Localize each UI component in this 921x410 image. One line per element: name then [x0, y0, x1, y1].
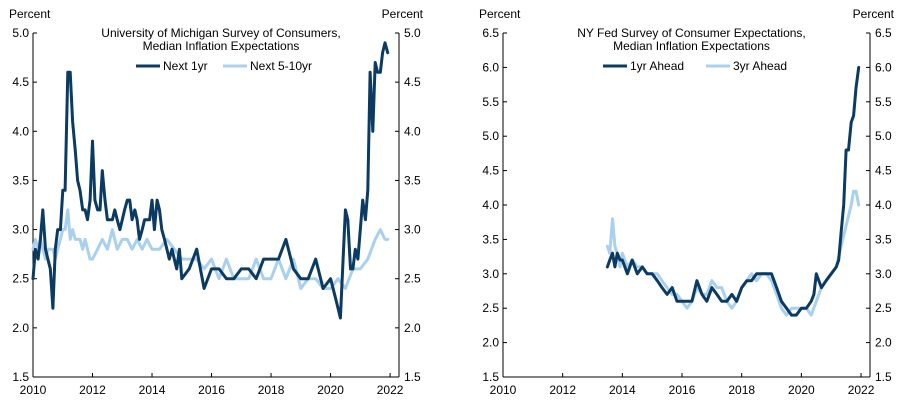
- y-tick-label-right: 4.0: [404, 124, 421, 138]
- y-unit-label-left: Percent: [9, 7, 51, 21]
- chart-title-line: Median Inflation Expectations: [613, 39, 770, 53]
- y-tick-label-left: 2.0: [12, 321, 29, 335]
- x-tick-label: 2022: [848, 383, 875, 397]
- x-tick-label: 2010: [20, 383, 47, 397]
- y-tick-label-right: 6.5: [875, 26, 892, 40]
- y-tick-label-right: 4.5: [875, 164, 892, 178]
- y-tick-label-right: 1.5: [404, 370, 421, 384]
- y-unit-label-left: Percent: [479, 7, 521, 21]
- y-unit-label-right: Percent: [853, 7, 895, 21]
- x-tick-label: 2020: [317, 383, 344, 397]
- series-line-1yr-ahead: [605, 65, 861, 317]
- chart-title-line: Median Inflation Expectations: [143, 39, 300, 53]
- y-tick-label-right: 2.0: [875, 336, 892, 350]
- y-tick-label-left: 4.5: [12, 75, 29, 89]
- legend-label: 1yr Ahead: [630, 59, 684, 73]
- y-tick-label-left: 5.5: [482, 95, 499, 109]
- y-tick-label-left: 4.0: [482, 198, 499, 212]
- y-tick-label-left: 2.0: [482, 336, 499, 350]
- series-line-3yr-ahead: [605, 189, 861, 317]
- series-line-next-5-10yr: [31, 208, 390, 290]
- y-tick-label-right: 3.0: [875, 267, 892, 281]
- chart-panel-2: Percent Percent 1.5 1.5 2.0 2.0 2.5 2.5 3.0 3.0 3.…: [479, 7, 895, 397]
- x-tick-label: 2016: [669, 383, 696, 397]
- y-tick-label-right: 4.5: [404, 75, 421, 89]
- y-tick-label-right: 2.5: [875, 301, 892, 315]
- y-tick-label-right: 3.5: [404, 173, 421, 187]
- y-tick-label-left: 6.0: [482, 60, 499, 74]
- y-tick-label-left: 5.0: [12, 26, 29, 40]
- chart-panel-1: Percent Percent 1.5 1.5 2.0 2.0 2.5 2.5 3.0 3.0 3.…: [9, 7, 424, 397]
- y-tick-label-left: 3.5: [482, 232, 499, 246]
- legend-label: 3yr Ahead: [733, 59, 787, 73]
- x-tick-label: 2014: [609, 383, 636, 397]
- y-tick-label-left: 4.0: [12, 124, 29, 138]
- y-tick-label-left: 1.5: [12, 370, 29, 384]
- y-tick-label-left: 3.0: [12, 223, 29, 237]
- x-tick-label: 2020: [788, 383, 815, 397]
- series-line-next-1yr: [31, 41, 390, 320]
- y-tick-label-left: 2.5: [12, 272, 29, 286]
- y-tick-label-left: 6.5: [482, 26, 499, 40]
- y-tick-label-left: 3.0: [482, 267, 499, 281]
- y-tick-label-right: 4.0: [875, 198, 892, 212]
- y-tick-label-right: 5.0: [875, 129, 892, 143]
- x-tick-label: 2010: [490, 383, 517, 397]
- x-tick-label: 2018: [728, 383, 755, 397]
- legend-label: Next 5-10yr: [250, 59, 312, 73]
- legend-label: Next 1yr: [163, 59, 208, 73]
- y-tick-label-left: 5.0: [482, 129, 499, 143]
- x-tick-label: 2018: [258, 383, 285, 397]
- y-tick-label-left: 4.5: [482, 164, 499, 178]
- y-tick-label-left: 2.5: [482, 301, 499, 315]
- y-tick-label-right: 1.5: [875, 370, 892, 384]
- y-tick-label-left: 3.5: [12, 173, 29, 187]
- x-tick-label: 2016: [198, 383, 225, 397]
- y-tick-label-right: 3.5: [875, 232, 892, 246]
- y-tick-label-right: 2.0: [404, 321, 421, 335]
- y-tick-label-left: 1.5: [482, 370, 499, 384]
- x-tick-label: 2012: [79, 383, 106, 397]
- x-tick-label: 2014: [139, 383, 166, 397]
- x-tick-label: 2012: [549, 383, 576, 397]
- y-tick-label-right: 3.0: [404, 223, 421, 237]
- y-tick-label-right: 5.0: [404, 26, 421, 40]
- y-tick-label-right: 5.5: [875, 95, 892, 109]
- y-tick-label-right: 2.5: [404, 272, 421, 286]
- y-tick-label-right: 6.0: [875, 60, 892, 74]
- chart-title-line: NY Fed Survey of Consumer Expectations,: [577, 26, 806, 40]
- x-tick-label: 2022: [377, 383, 404, 397]
- chart-title-line: University of Michigan Survey of Consume…: [101, 26, 340, 40]
- y-unit-label-right: Percent: [382, 7, 424, 21]
